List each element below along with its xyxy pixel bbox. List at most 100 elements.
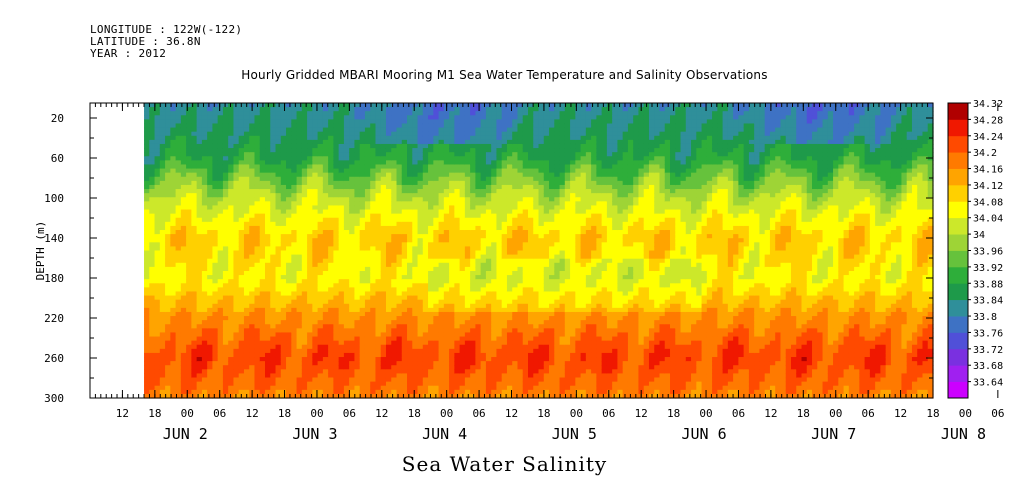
field-cell: [270, 176, 277, 182]
field-cell: [438, 258, 445, 264]
field-cell: [149, 254, 156, 260]
field-cell: [322, 275, 329, 280]
field-cell: [159, 115, 166, 120]
field-cell: [207, 176, 214, 182]
field-cell: [364, 279, 371, 284]
field-cell: [165, 307, 171, 313]
field-cell: [401, 168, 408, 174]
field-cell: [217, 193, 224, 198]
field-cell: [154, 381, 161, 387]
field-cell: [438, 262, 445, 268]
field-cell: [228, 385, 235, 391]
field-cell: [501, 127, 508, 133]
field-cell: [180, 357, 187, 362]
field-cell: [496, 377, 503, 383]
field-cell: [275, 369, 282, 375]
field-cell: [391, 377, 398, 383]
field-cell: [454, 365, 461, 370]
field-cell: [385, 168, 392, 174]
field-cell: [349, 139, 356, 145]
field-cell: [159, 389, 166, 395]
field-cell: [506, 160, 513, 166]
field-cell: [496, 287, 503, 293]
field-cell: [249, 320, 256, 325]
field-cell: [254, 213, 261, 219]
field-cell: [338, 250, 345, 256]
field-cell: [291, 389, 298, 395]
field-cell: [228, 160, 235, 166]
field-cell: [180, 119, 187, 125]
field-cell: [491, 357, 498, 362]
field-cell: [438, 213, 445, 219]
field-cell: [480, 295, 487, 301]
field-cell: [333, 197, 340, 202]
field-cell: [385, 139, 392, 145]
field-cell: [470, 225, 476, 231]
field-cell: [154, 303, 161, 309]
field-cell: [222, 291, 229, 297]
field-cell: [428, 164, 434, 170]
field-cell: [212, 242, 219, 248]
field-cell: [338, 238, 345, 243]
field-cell: [470, 107, 476, 112]
field-cell: [391, 303, 398, 309]
field-cell: [270, 115, 277, 120]
field-cell: [296, 164, 303, 170]
field-cell: [217, 266, 224, 272]
field-cell: [433, 238, 440, 243]
field-cell: [317, 164, 324, 170]
field-cell: [496, 357, 503, 362]
field-cell: [201, 230, 208, 235]
field-cell: [265, 389, 271, 395]
field-cell: [222, 385, 229, 391]
field-cell: [265, 295, 271, 301]
field-cell: [286, 193, 292, 198]
field-cell: [270, 299, 277, 305]
field-cell: [233, 123, 240, 129]
field-cell: [144, 164, 150, 170]
field-cell: [154, 369, 161, 375]
field-cell: [217, 377, 224, 383]
field-cell: [485, 262, 492, 268]
field-cell: [170, 287, 177, 293]
field-cell: [375, 307, 382, 313]
field-cell: [454, 238, 461, 243]
field-cell: [317, 197, 324, 202]
field-cell: [443, 381, 450, 387]
field-cell: [417, 348, 424, 354]
field-cell: [438, 270, 445, 276]
field-cell: [485, 287, 492, 293]
field-cell: [286, 373, 292, 379]
field-cell: [296, 357, 303, 362]
field-cell: [501, 352, 508, 358]
field-cell: [259, 148, 266, 153]
field-cell: [433, 123, 440, 129]
field-cell: [201, 131, 208, 137]
field-cell: [170, 184, 177, 190]
field-cell: [343, 127, 350, 133]
field-cell: [338, 164, 345, 170]
field-cell: [254, 242, 261, 248]
field-cell: [459, 385, 466, 391]
field-cell: [270, 381, 277, 387]
field-cell: [496, 176, 503, 182]
field-cell: [333, 369, 340, 375]
field-cell: [222, 299, 229, 305]
field-cell: [343, 348, 350, 354]
field-cell: [228, 307, 235, 313]
field-cell: [385, 135, 392, 141]
field-cell: [180, 135, 187, 141]
field-cell: [380, 320, 387, 325]
field-cell: [175, 373, 182, 379]
field-cell: [265, 369, 271, 375]
field-cell: [296, 176, 303, 182]
field-cell: [417, 119, 424, 125]
field-cell: [238, 348, 245, 354]
field-cell: [286, 242, 292, 248]
field-cell: [459, 123, 466, 129]
field-cell: [375, 254, 382, 260]
field-cell: [364, 336, 371, 342]
field-cell: [286, 357, 292, 362]
field-cell: [159, 221, 166, 227]
field-cell: [375, 393, 382, 399]
